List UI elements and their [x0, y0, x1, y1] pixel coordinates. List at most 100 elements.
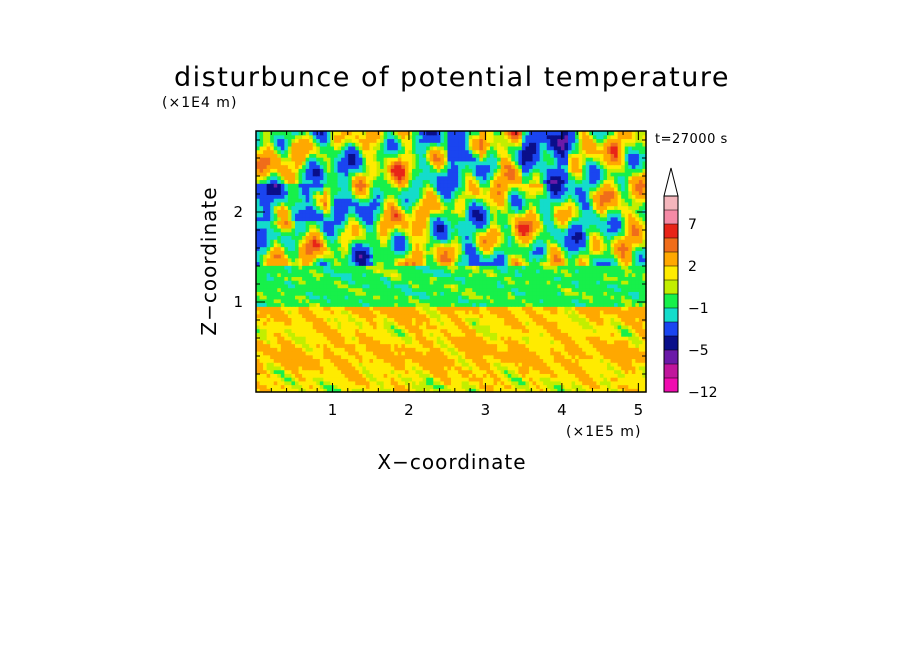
field-cell: [394, 328, 399, 333]
field-cell: [607, 283, 612, 289]
field-cell: [326, 246, 332, 251]
field-cell: [443, 280, 449, 285]
field-cell: [521, 254, 527, 259]
field-cell: [280, 246, 285, 251]
field-cell: [419, 313, 424, 319]
field-cell: [387, 250, 392, 255]
field-cell: [578, 354, 583, 360]
field-cell: [341, 350, 346, 356]
field-cell: [557, 362, 562, 367]
field-cell: [273, 324, 278, 330]
field-cell: [468, 354, 473, 360]
field-cell: [568, 257, 573, 263]
field-cell: [341, 272, 346, 278]
field-cell: [529, 350, 534, 356]
field-cell: [326, 317, 332, 322]
field-cell: [621, 369, 626, 374]
field-cell: [397, 350, 402, 356]
field-cell: [585, 272, 590, 278]
field-cell: [408, 388, 413, 393]
field-cell: [362, 350, 367, 356]
field-cell: [521, 377, 527, 382]
field-cell: [419, 268, 424, 274]
field-cell: [575, 246, 580, 251]
field-cell: [316, 384, 321, 389]
field-cell: [536, 268, 541, 274]
field-cell: [461, 272, 466, 278]
field-cell: [575, 280, 580, 285]
field-cell: [571, 272, 576, 278]
field-cell: [422, 224, 427, 229]
field-cell: [433, 287, 438, 292]
field-cell: [426, 242, 431, 248]
field-cell: [419, 380, 424, 386]
field-cell: [373, 324, 378, 330]
field-cell: [302, 261, 307, 266]
field-cell: [461, 283, 466, 289]
field-cell: [429, 242, 434, 248]
field-cell: [373, 298, 378, 304]
field-cell: [415, 242, 420, 248]
field-cell: [256, 246, 261, 251]
field-cell: [482, 321, 488, 326]
field-cell: [412, 231, 417, 236]
field-cell: [461, 291, 466, 296]
field-cell: [369, 231, 374, 236]
field-cell: [532, 224, 537, 229]
field-cell: [642, 287, 647, 292]
field-cell: [302, 231, 307, 236]
field-cell: [603, 306, 608, 311]
field-cell: [348, 235, 353, 240]
field-cell: [373, 388, 378, 393]
field-cell: [408, 250, 413, 255]
field-cell: [465, 250, 470, 255]
field-cell: [553, 339, 558, 345]
field-cell: [319, 354, 324, 360]
field-cell: [330, 343, 335, 348]
field-cell: [305, 239, 310, 244]
field-cell: [319, 235, 324, 240]
field-cell: [458, 261, 463, 266]
field-cell: [387, 239, 392, 244]
field-cell: [550, 250, 555, 255]
field-cell: [511, 302, 516, 307]
field-cell: [397, 321, 402, 326]
field-cell: [256, 265, 261, 270]
field-cell: [490, 261, 495, 266]
field-cell: [376, 235, 381, 240]
field-cell: [256, 291, 261, 296]
field-cell: [493, 302, 498, 307]
field-cell: [614, 380, 619, 386]
field-cell: [334, 268, 339, 274]
field-cell: [298, 272, 303, 278]
field-cell: [305, 265, 310, 270]
field-cell: [298, 220, 303, 225]
field-cell: [337, 328, 342, 333]
field-cell: [344, 254, 349, 259]
field-cell: [334, 388, 339, 393]
field-cell: [404, 377, 410, 382]
field-cell: [447, 250, 452, 255]
field-cell: [553, 239, 558, 244]
field-cell: [390, 287, 395, 292]
field-cell: [451, 365, 456, 371]
field-cell: [426, 265, 431, 270]
field-cell: [642, 265, 647, 270]
field-cell: [493, 291, 498, 296]
field-cell: [334, 280, 339, 285]
field-cell: [348, 343, 353, 348]
field-cell: [560, 276, 566, 281]
field-cell: [404, 358, 410, 363]
field-cell: [376, 362, 381, 367]
field-cell: [291, 306, 296, 311]
field-cell: [334, 321, 339, 326]
field-cell: [461, 246, 466, 251]
field-cell: [273, 257, 278, 263]
field-cell: [344, 388, 349, 393]
field-cell: [319, 317, 324, 322]
field-cell: [614, 321, 619, 326]
field-cell: [422, 380, 427, 386]
field-cell: [546, 384, 551, 389]
field-cell: [603, 313, 608, 319]
field-cell: [525, 265, 530, 270]
